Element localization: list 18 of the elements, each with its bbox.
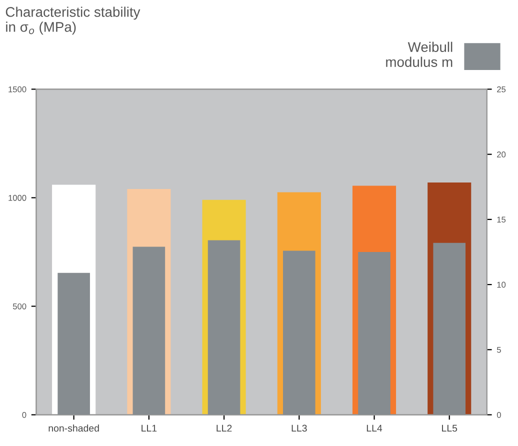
y-tick-label: 1000 [8, 194, 26, 201]
y2-tick-label: 25 [497, 86, 506, 92]
x-tick-label: LL3 [292, 424, 307, 432]
x-tick-label: LL1 [142, 424, 157, 432]
y2-tick-label: 0 [496, 412, 501, 418]
y2-tick-label: 20 [497, 152, 506, 158]
y2-tick-label: 15 [497, 216, 506, 223]
y-tick-label: 500 [12, 303, 26, 310]
y-axis-title: Characteristic stability in σ$_{o}$ (MPa) [6, 6, 140, 35]
legend-label: Weibull modulus m [386, 42, 452, 67]
x-tick-label: LL2 [216, 424, 232, 432]
y2-tick-label: 10 [497, 282, 506, 288]
y-tick-label: 0 [22, 412, 26, 418]
x-tick-label: LL5 [442, 424, 458, 432]
x-tick-label: LL4 [366, 424, 382, 432]
x-tick-label: non-shaded [48, 424, 99, 432]
y2-tick-label: 5 [496, 346, 501, 353]
y-tick-label: 1500 [8, 86, 26, 92]
